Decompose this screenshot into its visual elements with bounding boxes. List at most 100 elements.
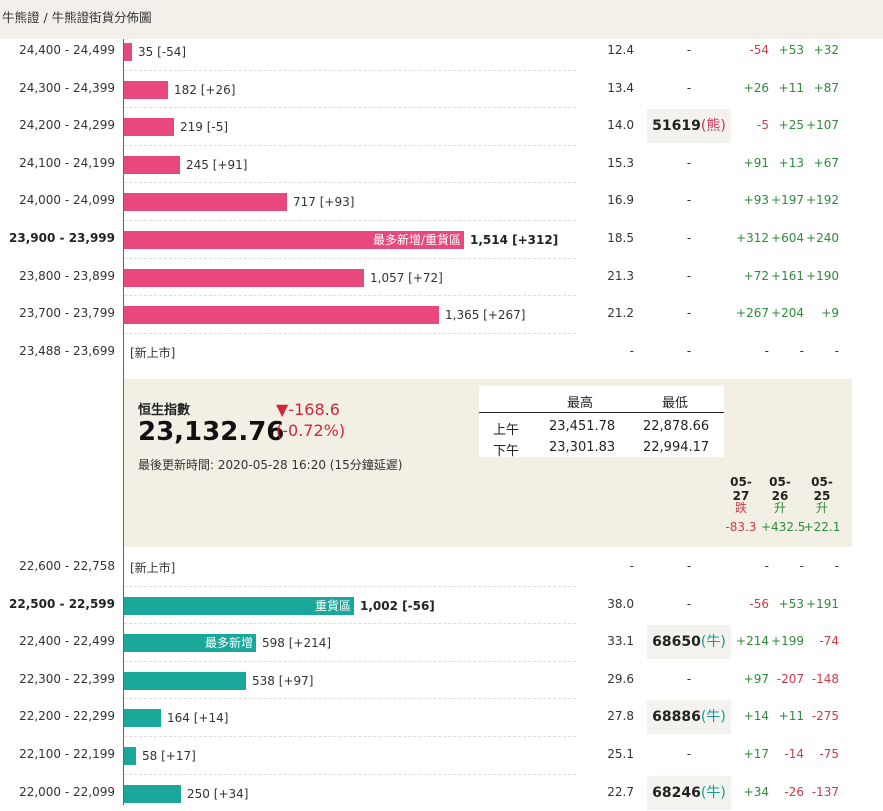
strike-range: 22,600 - 22,758 [19, 559, 115, 573]
outstanding-count: 245 [+91] [186, 157, 248, 172]
outstanding-bar [124, 193, 287, 212]
strike-range: 24,300 - 24,399 [19, 80, 115, 95]
daily-change: - [799, 343, 804, 358]
high-header: 最高 [567, 396, 594, 411]
table-row: 22,000 - 22,099 250 [+34] 22.7 68246(牛) +34-… [0, 773, 883, 811]
ratio-value: 12.4 [607, 43, 634, 57]
row-divider [124, 585, 576, 587]
new-listing-label: [新上市] [130, 561, 176, 575]
daily-change: -56 [749, 596, 769, 611]
daily-change: -74 [819, 634, 839, 649]
row-divider [124, 773, 576, 775]
warrant-code-empty: - [686, 596, 692, 611]
warrant-code-number: 51619 [652, 118, 701, 135]
daily-change: +13 [778, 155, 804, 170]
ratio-value: 21.2 [607, 306, 634, 321]
row-divider [124, 295, 576, 297]
daily-change: +240 [806, 231, 839, 245]
warrant-code-empty: - [686, 306, 692, 321]
daily-change: - [764, 343, 769, 358]
daily-change: +91 [743, 155, 769, 170]
outstanding-count: 717 [+93] [293, 195, 355, 210]
warrant-code-empty: - [686, 155, 692, 170]
warrant-code[interactable]: 68650(牛) [647, 625, 731, 660]
ratio-value: 14.0 [607, 118, 634, 133]
outstanding-count: 164 [+14] [167, 711, 229, 726]
warrant-code-empty: - [686, 268, 692, 283]
session-label: 上午 [493, 423, 520, 438]
low-header: 最低 [662, 396, 689, 411]
row-divider [124, 69, 576, 71]
session-high: 23,301.83 [549, 440, 616, 455]
warrant-code-number: 68886 [652, 709, 701, 726]
bar-tag: 重貨區 [314, 598, 351, 613]
strike-range: 22,400 - 22,499 [19, 634, 115, 649]
row-divider [124, 220, 576, 221]
daily-change: +32 [813, 43, 839, 57]
daily-change: -75 [819, 747, 839, 761]
daily-change: +87 [813, 80, 839, 95]
daily-change: +190 [806, 268, 839, 283]
daily-change: -5 [757, 118, 769, 133]
daily-change: +26 [743, 80, 769, 95]
index-change-percent: (-0.72%) [276, 421, 346, 440]
new-listing-label: [新上市] [130, 345, 176, 360]
warrant-code[interactable]: 68886(牛) [647, 700, 731, 735]
daily-change: +53 [778, 43, 804, 57]
row-divider [124, 182, 576, 184]
daily-change: +17 [743, 747, 769, 761]
daily-change: -275 [811, 709, 839, 724]
daily-change: +14 [743, 709, 769, 724]
strike-range: 24,100 - 24,199 [19, 155, 115, 170]
daily-change: - [799, 559, 804, 573]
outstanding-count: 58 [+17] [142, 749, 196, 763]
outstanding-count: 1,365 [+267] [445, 308, 526, 323]
daily-change: +204 [771, 306, 804, 321]
row-divider [124, 698, 576, 700]
outstanding-bar [124, 268, 364, 287]
bar-tag: 最多新增/重貨區 [372, 233, 461, 247]
warrant-code[interactable]: 51619(熊) [647, 109, 731, 144]
table-row: 22,400 - 22,499 最多新增 598 [+214] 33.1 68650(牛… [0, 623, 883, 660]
table-row: 23,900 - 23,999 最多新增/重貨區 1,514 [+312] 18.5 -… [0, 220, 883, 257]
session-label: 下午 [493, 444, 520, 459]
warrant-code-empty: - [686, 80, 692, 95]
table-row: 23,488 - 23,699 [新上市] - - - - - [0, 332, 883, 370]
daily-change: +214 [736, 634, 769, 649]
index-change: ▼-168.6 (-0.72%) [276, 399, 345, 441]
strike-range: 24,000 - 24,099 [19, 193, 115, 208]
index-value: 23,132.76 [138, 417, 285, 447]
daily-change: +11 [778, 80, 804, 95]
session-high: 23,451.78 [549, 419, 616, 434]
ratio-value: 15.3 [607, 155, 634, 170]
ratio-value: 18.5 [607, 231, 634, 245]
warrant-code-number: 68650 [652, 634, 701, 651]
bar-tag: 最多新增 [204, 636, 253, 651]
session-low: 22,994.17 [643, 440, 710, 455]
warrant-code-empty: - [686, 559, 692, 573]
day-value: -83.3 [725, 520, 757, 534]
daily-change: -54 [749, 43, 769, 57]
daily-change: - [834, 559, 839, 573]
ratio-value: 38.0 [607, 596, 634, 611]
ratio-value: 29.6 [607, 671, 634, 686]
day-move: 跌 [734, 501, 747, 515]
warrant-type-label: (牛) [700, 784, 726, 801]
outstanding-count: 219 [-5] [180, 120, 229, 135]
high-low-header: 最高 最低 [479, 386, 724, 413]
daily-change: +191 [806, 596, 839, 611]
daily-change: +192 [806, 193, 839, 208]
warrant-code-empty: - [686, 343, 692, 358]
daily-change: +312 [736, 231, 769, 245]
daily-change: -137 [811, 784, 839, 799]
strike-range: 24,400 - 24,499 [19, 43, 115, 57]
warrant-code[interactable]: 68246(牛) [647, 775, 731, 810]
daily-change: - [764, 559, 769, 573]
daily-change: +97 [743, 671, 769, 686]
index-name: 恒生指數 [138, 403, 191, 418]
daily-change: - [834, 343, 839, 358]
strike-range: 23,700 - 23,799 [19, 306, 115, 321]
ratio-value: 13.4 [607, 80, 634, 95]
daily-change: +197 [771, 193, 804, 208]
warrant-code-empty: - [686, 43, 692, 57]
